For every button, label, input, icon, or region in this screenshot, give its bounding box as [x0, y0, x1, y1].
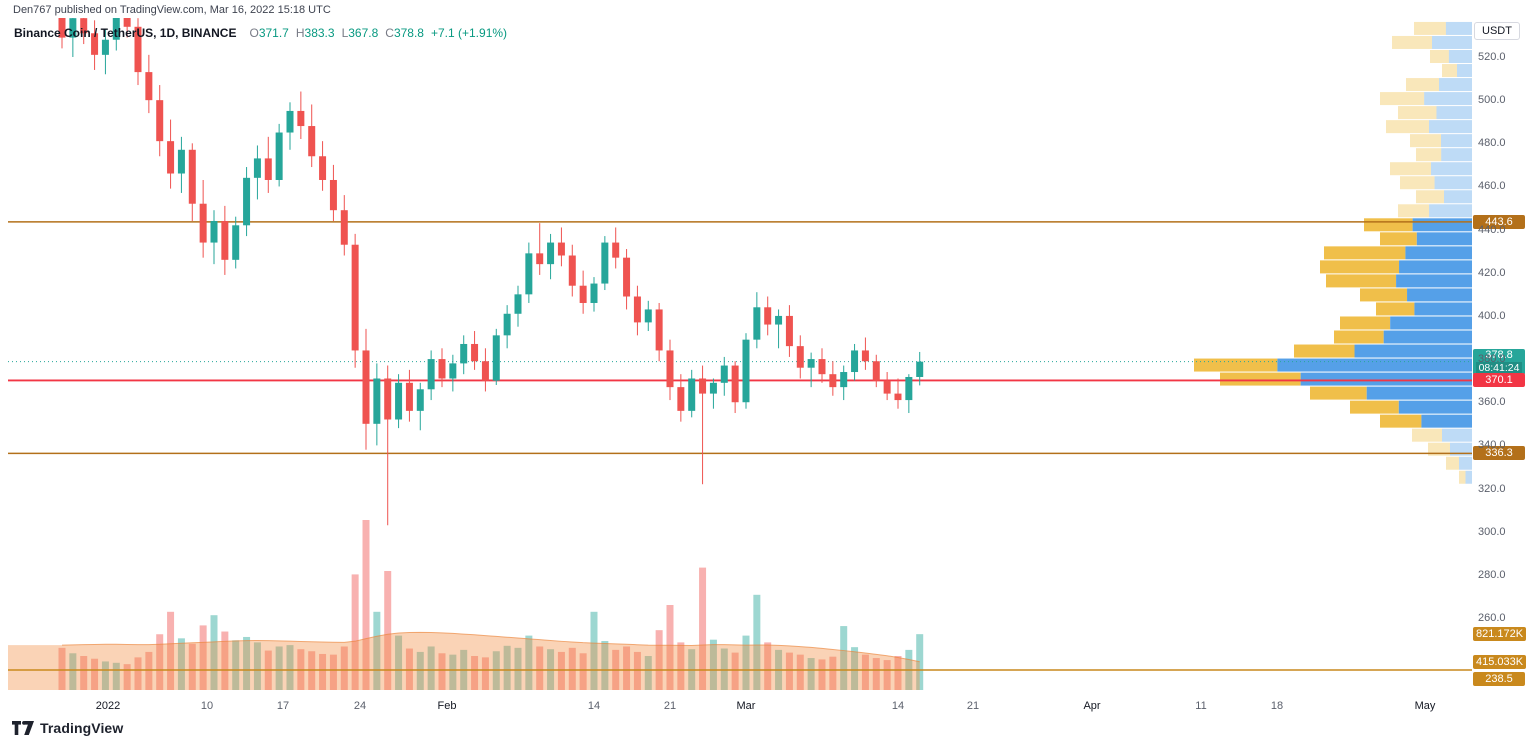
price-tick-label: 500.0 [1478, 94, 1506, 107]
time-tick-label: Mar [736, 700, 756, 712]
ohlc-low-label: L [341, 26, 349, 40]
price-tick-label: 320.0 [1478, 482, 1506, 495]
time-tick-label: 24 [353, 700, 367, 712]
bar-countdown: 08:41:24 [1476, 361, 1522, 375]
price-tick-label: 300.0 [1478, 525, 1506, 538]
last-price-value: 378.8 [1485, 348, 1513, 361]
time-tick-label: 2022 [95, 700, 121, 712]
ohlc-open-label: O [249, 26, 259, 40]
time-tick-label: 10 [200, 700, 214, 712]
price-tick-label: 480.0 [1478, 137, 1506, 150]
time-tick-label: Apr [1083, 700, 1101, 712]
time-tick-label: 14 [891, 700, 905, 712]
ohlc-high-value: 383.3 [304, 26, 335, 40]
price-lines-layer [8, 221, 1472, 671]
price-axis[interactable]: USDT 443.6 378.8 08:41:24 370.1 336.3 82… [1472, 0, 1536, 744]
last-price-badge: 378.8 08:41:24 [1473, 348, 1525, 375]
price-tick-label: 280.0 [1478, 568, 1506, 581]
price-tick-label: 260.0 [1478, 612, 1506, 624]
price-line-label-4436: 443.6 [1473, 214, 1525, 229]
ohlc-open-value: 371.7 [258, 26, 289, 40]
time-tick-label: 18 [1270, 700, 1284, 712]
candles-layer [58, 18, 924, 526]
symbol-title[interactable]: Binance Coin / TetherUS, 1D, BINANCE [14, 26, 237, 40]
price-tick-label: 520.0 [1478, 51, 1506, 63]
price-tick-label: 400.0 [1478, 309, 1506, 322]
time-tick-label: 14 [587, 700, 601, 712]
ohlc-high-label: H [295, 26, 305, 40]
price-tick-label: 440.0 [1478, 223, 1506, 236]
volume-ma-area [8, 632, 920, 690]
time-tick-label: 21 [966, 700, 980, 712]
price-tick-label: 340.0 [1478, 439, 1506, 452]
tradingview-logo-icon [12, 721, 34, 735]
time-tick-label: 17 [276, 700, 290, 712]
currency-button[interactable]: USDT [1474, 22, 1520, 40]
volume-ma-line [61, 631, 920, 663]
price-line-label-3363: 336.3 [1473, 446, 1525, 461]
change-value: +7.1 (+1.91%) [430, 26, 508, 40]
time-tick-label: 11 [1195, 700, 1207, 712]
time-tick-label: 21 [663, 700, 677, 712]
chart-legend: Binance Coin / TetherUS, 1D, BINANCE O371… [14, 26, 507, 40]
time-tick-label: May [1414, 700, 1436, 712]
price-tick-label: 360.0 [1478, 396, 1506, 409]
price-tick-label: 420.0 [1478, 266, 1506, 279]
price-tick-label: 380.0 [1478, 353, 1506, 366]
ohlc-close-value: 378.8 [393, 26, 424, 40]
ohlc-close-label: C [385, 26, 394, 40]
volume-current-label: 821.172K [1473, 627, 1527, 642]
price-line-label-2385: 238.5 [1473, 672, 1525, 686]
volume-profile-layer [1194, 21, 1472, 484]
time-tick-label: Feb [437, 700, 457, 712]
attribution-text: Den767 published on TradingView.com, Mar… [13, 4, 331, 16]
price-tick-label: 460.0 [1478, 180, 1506, 193]
tradingview-logo-text: TradingView [40, 720, 124, 736]
ohlc-low-value: 367.8 [348, 26, 379, 40]
time-axis[interactable]: 2022 10 17 24 Feb 14 21 Mar 14 21 Apr 11 18 May [0, 697, 1536, 717]
price-line-label-3701: 370.1 [1473, 373, 1525, 388]
tradingview-logo[interactable]: TradingView [12, 720, 123, 736]
volume-ma-label: 415.033K [1473, 654, 1527, 669]
